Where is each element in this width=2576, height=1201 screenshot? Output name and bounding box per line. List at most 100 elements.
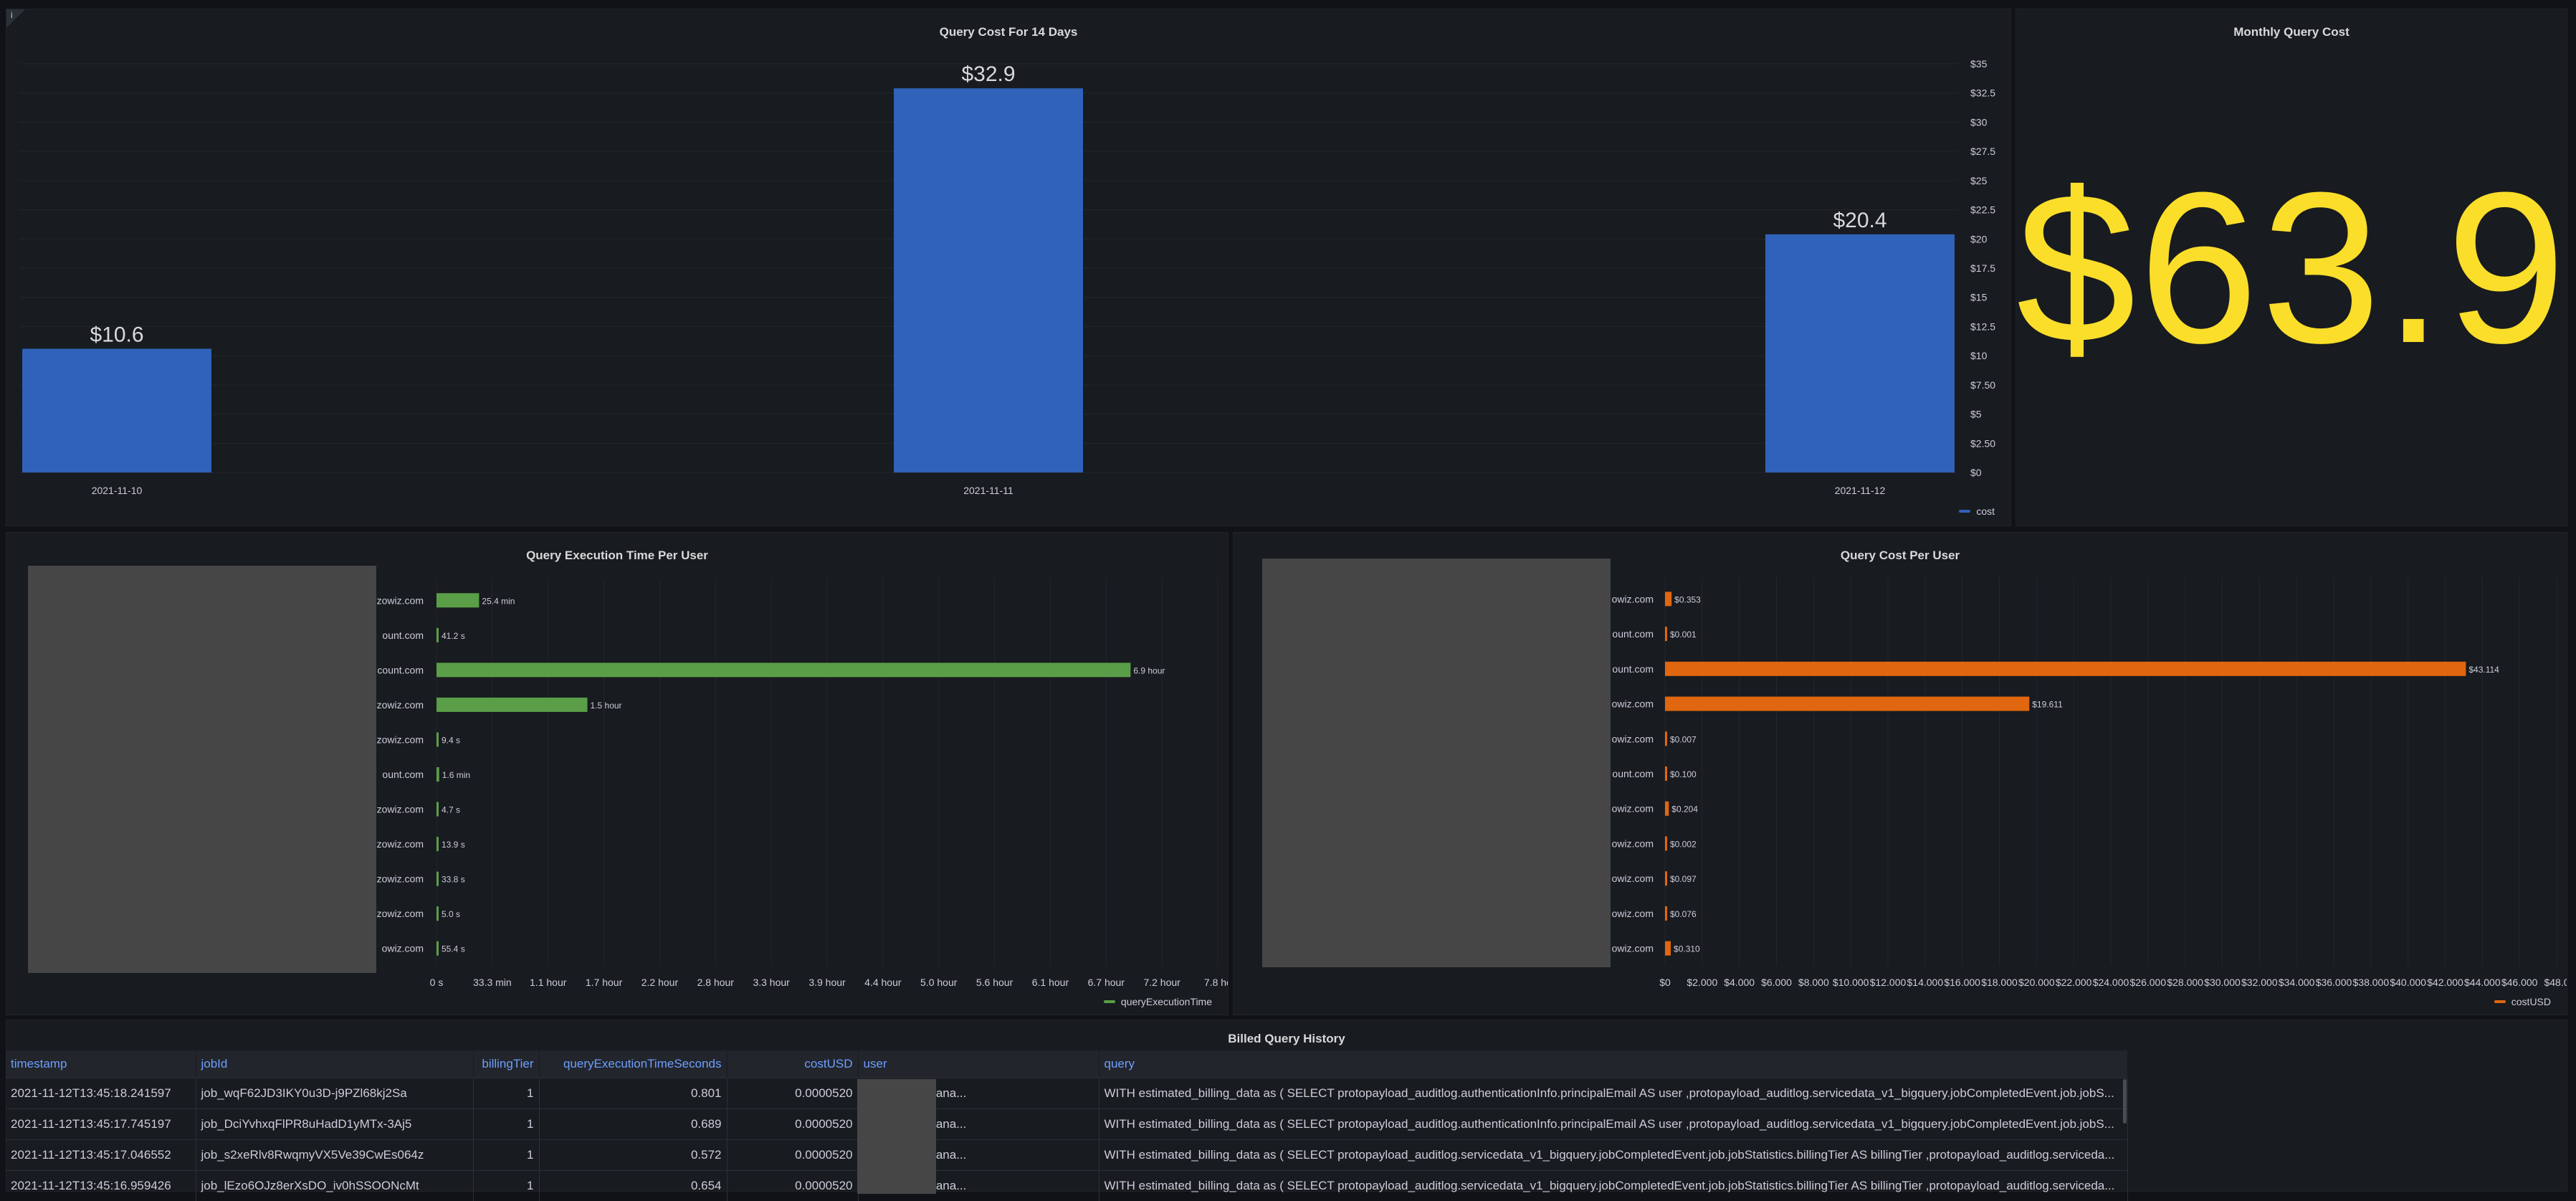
category-label: owiz.com xyxy=(1612,803,1654,815)
table-cell: WITH estimated_billing_data as ( SELECT … xyxy=(1099,1078,2127,1109)
x-tick-label: 2021-11-10 xyxy=(92,485,143,496)
y-tick-label: $7.50 xyxy=(1970,379,1995,391)
y-tick-label: $5 xyxy=(1970,409,1982,420)
bar-value-label: 9.4 s xyxy=(442,735,460,745)
x-tick-label: 7.2 hour xyxy=(1143,977,1180,988)
cost-14-days-panel: i Query Cost For 14 Days $0$2.50$5$7.50$… xyxy=(6,9,2011,526)
bar-value-label: $0.007 xyxy=(1670,734,1697,744)
table-cell: 1 xyxy=(473,1109,539,1140)
cost-14-days-chart: $0$2.50$5$7.50$10$12.5$15$17.5$20$22.5$2… xyxy=(6,9,2011,526)
x-tick-label: 5.6 hour xyxy=(976,977,1013,988)
bar-value-label: $0.353 xyxy=(1674,594,1701,604)
col-header-jobid[interactable]: jobId xyxy=(196,1050,473,1078)
bar-value-label: 13.9 s xyxy=(442,840,465,850)
cost-14-days-legend[interactable]: cost xyxy=(1959,505,1995,517)
table-cell: 0.0000520 xyxy=(727,1171,858,1201)
bar-row-5 xyxy=(437,767,439,782)
bar-row-7 xyxy=(1665,836,1667,850)
y-tick-label: $22.5 xyxy=(1970,204,1995,216)
bar-value-label: $19.611 xyxy=(2032,700,2063,710)
table-cell: 0.0000520 xyxy=(727,1078,858,1109)
table-cell: WITH estimated_billing_data as ( SELECT … xyxy=(1099,1171,2127,1201)
bar-value-label: 41.2 s xyxy=(442,631,465,641)
bar-row-1 xyxy=(1665,627,1667,641)
bar-2021-11-12 xyxy=(1765,234,1955,473)
bar-value-label: $0.310 xyxy=(1674,944,1700,954)
bar-row-3 xyxy=(1665,697,2029,711)
x-tick-label: $38.000 xyxy=(2353,977,2390,988)
bar-value-label: $32.9 xyxy=(961,62,1015,86)
x-tick-label: $28.000 xyxy=(2167,977,2203,988)
category-label: owiz.com xyxy=(1612,873,1654,884)
table-cell: 0.0000520 xyxy=(727,1109,858,1140)
table-cell: job_lEzo6OJz8erXsDO_iv0hSSOONcMt xyxy=(196,1171,473,1201)
bar-row-2 xyxy=(1665,662,2466,676)
x-tick-label: 5.0 hour xyxy=(920,977,958,988)
y-tick-label: $2.50 xyxy=(1970,437,1995,449)
col-header-user[interactable]: user xyxy=(858,1050,1099,1078)
category-label: ount.com xyxy=(1612,628,1654,640)
legend-swatch xyxy=(1959,510,1970,513)
x-tick-label: $0 xyxy=(1659,977,1671,988)
y-tick-label: $15 xyxy=(1970,292,1988,303)
col-header-costusd[interactable]: costUSD xyxy=(727,1050,858,1078)
col-header-query[interactable]: query xyxy=(1099,1050,2127,1078)
bar-row-8 xyxy=(437,872,439,886)
x-tick-label: 0 s xyxy=(430,977,444,988)
x-tick-label: $22.000 xyxy=(2056,977,2092,988)
x-tick-label: 2.8 hour xyxy=(697,977,735,988)
table-cell: 0.689 xyxy=(539,1109,727,1140)
bar-value-label: $43.114 xyxy=(2468,665,2499,675)
x-tick-label: 2021-11-12 xyxy=(1835,485,1886,496)
bar-value-label: 33.8 s xyxy=(442,875,465,885)
x-tick-label: $36.000 xyxy=(2316,977,2352,988)
category-label: owiz.com xyxy=(1612,698,1654,710)
bar-row-6 xyxy=(1665,802,1669,816)
table-cell: job_s2xeRlv8RwqmyVX5Ve39CwEs064z xyxy=(196,1140,473,1171)
x-tick-label: $34.000 xyxy=(2279,977,2315,988)
col-header-exectime[interactable]: queryExecutionTimeSeconds xyxy=(539,1050,727,1078)
table-cell: 1 xyxy=(473,1078,539,1109)
bar-row-9 xyxy=(1665,906,1667,921)
monthly-cost-title: Monthly Query Cost xyxy=(2016,25,2567,39)
table-cell: 0.654 xyxy=(539,1171,727,1201)
table-cell: 2021-11-12T13:45:18.241597 xyxy=(6,1078,196,1109)
category-label: ount.com xyxy=(382,630,424,641)
cost-per-user-legend[interactable]: costUSD xyxy=(2494,996,2551,1007)
category-label: ount.com xyxy=(1612,663,1654,675)
table-cell: job_wqF62JD3IKY0u3D-j9PZl68kj2Sa xyxy=(196,1078,473,1109)
table-cell: 1 xyxy=(473,1140,539,1171)
x-tick-label: $42.000 xyxy=(2427,977,2463,988)
x-tick-label: $4.000 xyxy=(1724,977,1755,988)
bar-row-0 xyxy=(437,593,479,607)
table-scrollbar[interactable] xyxy=(2123,1079,2127,1124)
legend-label: costUSD xyxy=(2511,996,2551,1007)
y-tick-label: $12.5 xyxy=(1970,321,1995,332)
y-tick-label: $20 xyxy=(1970,233,1988,245)
col-header-billingtier[interactable]: billingTier xyxy=(473,1050,539,1078)
category-label: owiz.com xyxy=(1612,733,1654,744)
exec-time-legend[interactable]: queryExecutionTime xyxy=(1104,996,1212,1007)
y-tick-label: $30 xyxy=(1970,116,1988,128)
table-cell: job_DciYvhxqFlPR8uHadD1yMTx-3Aj5 xyxy=(196,1109,473,1140)
col-header-timestamp[interactable]: timestamp xyxy=(6,1050,196,1078)
table-cell: 1 xyxy=(473,1171,539,1201)
table-cell: 0.801 xyxy=(539,1078,727,1109)
bar-value-label: 4.7 s xyxy=(442,805,460,815)
bar-value-label: 5.0 s xyxy=(442,909,460,919)
bar-value-label: $0.002 xyxy=(1670,839,1697,849)
bar-row-4 xyxy=(1665,731,1667,746)
bar-value-label: $0.097 xyxy=(1670,874,1697,884)
table-cell: WITH estimated_billing_data as ( SELECT … xyxy=(1099,1140,2127,1171)
x-tick-label: $46.000 xyxy=(2501,977,2538,988)
x-tick-label: $48.0 xyxy=(2544,977,2567,988)
x-tick-label: 6.7 hour xyxy=(1088,977,1125,988)
category-label: owiz.com xyxy=(1612,593,1654,604)
bar-row-7 xyxy=(437,837,439,851)
x-tick-label: $40.000 xyxy=(2390,977,2426,988)
query-history-table: timestamp jobId billingTier queryExecuti… xyxy=(6,1050,2128,1201)
